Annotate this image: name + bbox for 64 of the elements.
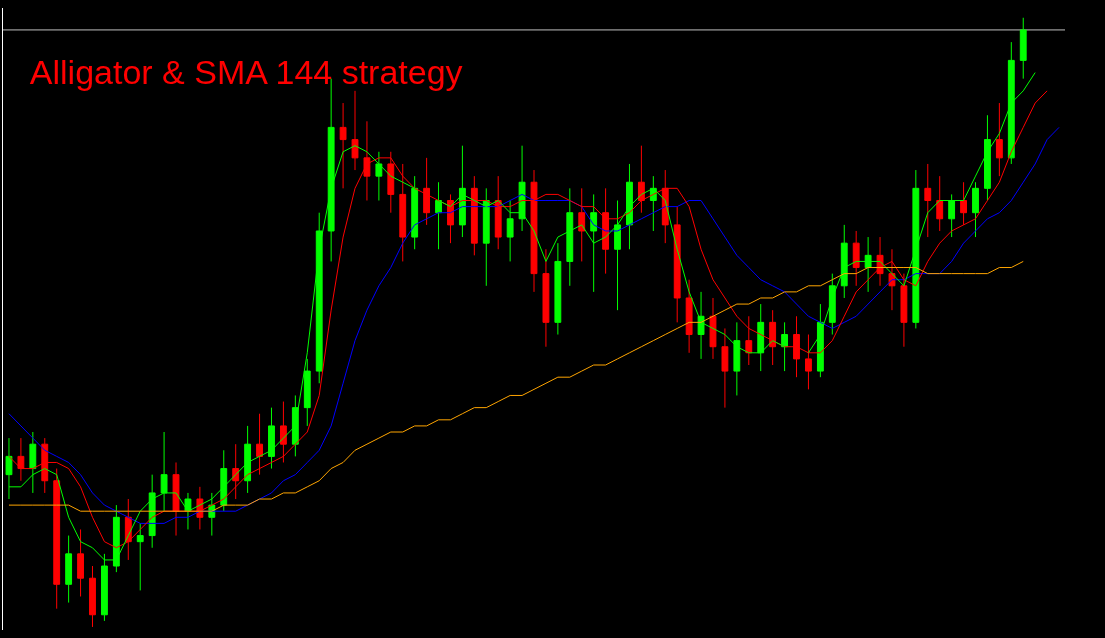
candlestick <box>995 102 1003 177</box>
candlestick <box>232 443 240 500</box>
candlestick <box>685 279 693 354</box>
candlestick <box>900 273 908 348</box>
candlestick <box>840 224 848 299</box>
candlestick <box>506 200 514 262</box>
candlestick <box>351 90 359 171</box>
candlestick <box>936 175 944 232</box>
candlestick <box>17 437 25 482</box>
candlestick <box>315 212 323 384</box>
candlestick <box>745 315 753 366</box>
candlestick <box>172 461 180 537</box>
candlestick <box>494 175 502 250</box>
candlestick <box>303 358 311 427</box>
candlestick <box>423 157 431 226</box>
candlestick <box>590 193 598 293</box>
candlestick <box>268 407 275 470</box>
candlestick <box>852 230 860 287</box>
candlestick <box>136 522 144 591</box>
candlestick <box>876 236 884 287</box>
candlestick <box>793 315 800 378</box>
candlestick <box>447 193 454 244</box>
candlestick <box>65 535 73 604</box>
candlestick <box>948 193 956 238</box>
candlestick <box>29 431 37 494</box>
candlestick <box>160 431 168 512</box>
candlestick <box>244 425 252 494</box>
candlestick <box>972 181 979 238</box>
candlestick <box>470 175 478 256</box>
candlestick <box>864 236 872 293</box>
candlestick <box>924 163 932 238</box>
candlestick <box>542 248 550 348</box>
candlestick <box>578 187 586 262</box>
candlestick <box>614 200 621 311</box>
candlestick <box>291 394 299 457</box>
candlestick <box>984 114 991 202</box>
candlestick <box>256 413 263 476</box>
candlestick <box>769 309 777 366</box>
candlestick <box>41 437 49 494</box>
candlestick <box>220 449 228 512</box>
candlestick <box>387 151 395 214</box>
candlestick <box>912 169 920 329</box>
text: Alligator & SMA 144 strategy <box>29 53 463 92</box>
candlestick <box>375 151 383 202</box>
candlestick <box>77 528 84 597</box>
candlestick <box>399 163 407 262</box>
candlestick <box>637 145 645 214</box>
candlestick <box>339 102 347 189</box>
candlestick <box>53 468 61 610</box>
candlestick <box>673 206 681 323</box>
candlestick <box>279 401 287 463</box>
candlestick <box>602 187 610 275</box>
candlestick <box>184 492 192 530</box>
candlestick <box>363 120 371 202</box>
candlestick <box>709 297 717 360</box>
candlestick <box>960 181 967 226</box>
candlestick <box>554 242 562 336</box>
candlestick <box>148 474 156 549</box>
candlestick <box>530 169 538 293</box>
candlestick <box>89 565 96 628</box>
candlestick <box>828 273 836 336</box>
candlestick <box>805 334 812 390</box>
candlestick <box>1019 17 1027 80</box>
candlestick <box>721 327 729 409</box>
